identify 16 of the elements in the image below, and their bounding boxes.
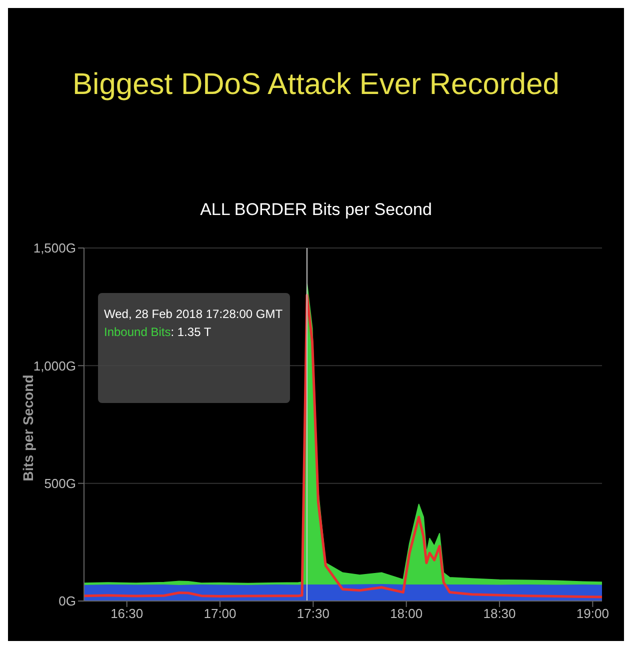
y-axis-title: Bits per Second — [20, 374, 36, 482]
chart-subtitle: ALL BORDER Bits per Second — [199, 200, 433, 220]
x-tick-label: 16:30 — [110, 606, 144, 622]
annotation: Wed, 28 Feb 2018 17:28:00 GMT — [104, 307, 284, 321]
x-tick-label: 17:30 — [296, 606, 330, 622]
tooltip-panel: Wed, 28 Feb 2018 17:28:00 GMT Inbound Bits: 1.35 T — [98, 293, 290, 403]
y-tick-label: 1,500G — [33, 240, 76, 256]
y-tick-label: 0G — [58, 594, 76, 609]
chart-title: Biggest DDoS Attack Ever Recorded — [72, 68, 560, 102]
x-tick-label: 18:00 — [390, 606, 423, 622]
y-tick-label: 500G — [44, 476, 76, 491]
x-tick-label: 17:00 — [204, 606, 236, 622]
annotation: Inbound Bits: 1.35 T — [104, 325, 212, 339]
y-tick-label: 1,000G — [33, 358, 76, 374]
x-tick-label: 19:00 — [576, 606, 609, 622]
x-tick-label: 18:30 — [483, 606, 516, 622]
